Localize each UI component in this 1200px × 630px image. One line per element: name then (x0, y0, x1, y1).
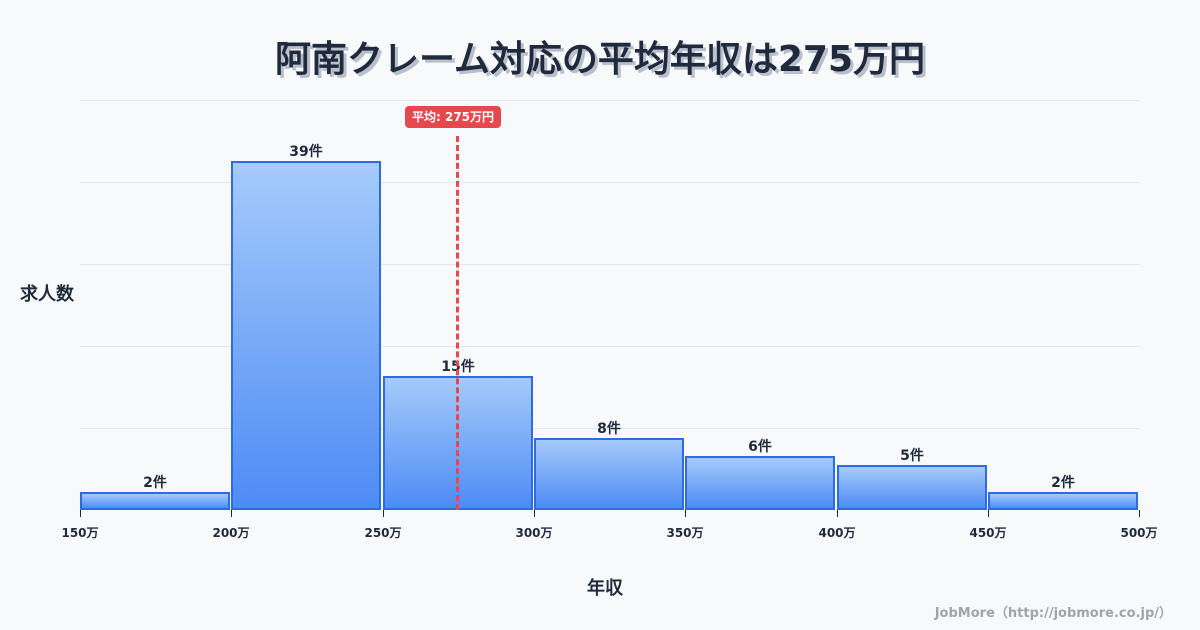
histogram-bar (534, 438, 684, 510)
histogram-bar (988, 492, 1138, 510)
x-tick-label: 450万 (969, 526, 1007, 540)
x-tick (534, 510, 535, 517)
x-tick (1139, 510, 1140, 517)
bar-value-label: 2件 (143, 475, 167, 491)
bar-value-label: 2件 (1051, 475, 1075, 491)
gridline (80, 428, 1140, 429)
x-tick (837, 510, 838, 517)
x-tick-label: 250万 (364, 526, 402, 540)
histogram-bar (685, 456, 835, 510)
x-tick-label: 350万 (666, 526, 704, 540)
histogram-bar (80, 492, 230, 510)
mean-badge: 平均: 275万円 (405, 106, 502, 128)
x-tick (231, 510, 232, 517)
chart-title: 阿南クレーム対応の平均年収は275万円 (274, 39, 926, 80)
x-tick (80, 510, 81, 517)
gridline (80, 182, 1140, 183)
source-credit: JobMore（http://jobmore.co.jp/） (934, 606, 1172, 621)
histogram-bar (837, 465, 987, 510)
mean-line (456, 136, 459, 510)
histogram-bar (231, 161, 381, 510)
x-tick (685, 510, 686, 517)
gridline (80, 100, 1140, 101)
y-axis-label: 求人数 (20, 284, 74, 305)
x-tick (383, 510, 384, 517)
gridline (80, 264, 1140, 265)
x-tick-label: 300万 (515, 526, 553, 540)
bar-value-label: 8件 (597, 421, 621, 437)
plot-area: 2件 39件 15件 8件 6件 5件 2件 平均: 275万円 150万 20… (61, 100, 1158, 540)
x-axis-label: 年収 (587, 578, 623, 599)
x-tick-label: 150万 (61, 526, 99, 540)
bar-value-label: 39件 (289, 144, 323, 160)
x-tick (988, 510, 989, 517)
bar-value-label: 6件 (748, 439, 772, 455)
x-tick-label: 400万 (818, 526, 856, 540)
bar-value-label: 5件 (900, 448, 924, 464)
x-tick-label: 500万 (1120, 526, 1158, 540)
gridline (80, 346, 1140, 347)
x-tick-label: 200万 (212, 526, 250, 540)
